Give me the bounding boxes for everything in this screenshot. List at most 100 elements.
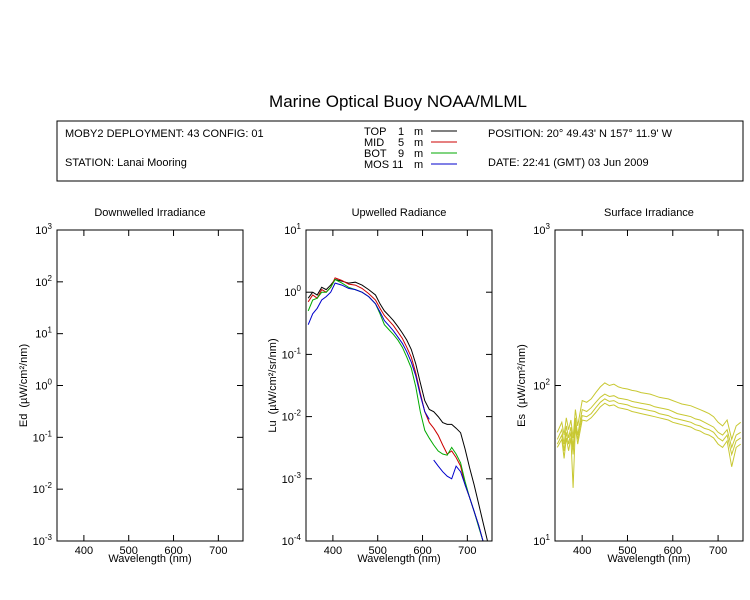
series-line-3 [556,398,741,457]
x-tick-label: 400 [324,545,342,557]
x-tick-label: 700 [209,545,227,557]
y-axis-quantity: Ed [18,414,30,427]
y-tick-base: 10 [282,474,294,486]
panel-title: Surface Irradiance [604,207,694,219]
y-tick-label: 103 [533,222,550,237]
x-tick-label: 700 [458,545,476,557]
y-tick-exp: 2 [48,274,53,283]
y-tick-exp: 1 [297,222,302,231]
y-tick-base: 10 [284,287,296,299]
y-tick-exp: 1 [48,326,53,335]
y-tick-label: 10-3 [282,471,302,486]
y-tick-base: 10 [533,381,545,393]
plot-frame [56,229,244,542]
x-tick-label: 400 [573,545,591,557]
legend-depth: 9 [398,148,404,160]
y-tick-exp: 3 [546,222,551,231]
series-line-mid [307,277,484,541]
legend-depth: 11 [392,159,403,171]
legend-unit: m [414,159,423,171]
y-tick-base: 10 [35,381,47,393]
y-tick-exp: 0 [297,284,302,293]
y-tick-exp: 3 [48,222,53,231]
y-tick-label: 10-2 [282,409,302,424]
y-tick-exp: -2 [294,409,302,418]
info-box: MOBY2 DEPLOYMENT: 43 CONFIG: 01 STATION:… [56,120,744,182]
figure-title: Marine Optical Buoy NOAA/MLML [269,92,527,111]
y-tick-label: 10-2 [33,481,53,496]
plot-frame [554,229,744,542]
plot-frame [305,229,493,542]
position-label: POSITION: 20° 49.43' N 157° 11.9' W [488,128,673,140]
x-tick-label: 500 [618,545,636,557]
y-tick-label: 103 [35,222,52,237]
y-tick-exp: 2 [546,378,551,387]
y-tick-exp: -2 [45,481,53,490]
x-axis-label: Wavelength (nm) [607,553,690,565]
series-line-top [307,278,488,541]
date-label: DATE: 22:41 (GMT) 03 Jun 2009 [488,157,649,169]
y-tick-base: 10 [282,412,294,424]
y-tick-base: 10 [33,536,45,548]
y-tick-base: 10 [284,225,296,237]
y-axis-unit: (µW/cm²/nm) [18,344,30,408]
y-axis-label: Lu (µW/cm²/sr/nm) [267,338,279,432]
series-line-mos [307,282,430,420]
y-tick-base: 10 [35,277,47,289]
y-tick-exp: 1 [546,533,551,542]
deployment-label: MOBY2 DEPLOYMENT: 43 CONFIG: 01 [65,128,264,140]
legend-name: BOT [364,148,387,160]
y-tick-exp: -4 [294,533,302,542]
legend-name: TOP [364,126,386,138]
y-tick-base: 10 [35,329,47,341]
legend-name: MOS [364,159,389,171]
y-tick-base: 10 [33,432,45,444]
y-tick-label: 10-4 [282,533,302,548]
legend-depth: 5 [398,137,404,149]
y-axis-quantity: Es [516,413,528,426]
x-tick-label: 600 [664,545,682,557]
legend-unit: m [414,126,423,138]
x-axis-label: Wavelength (nm) [108,553,191,565]
x-tick-label: 500 [369,545,387,557]
series-group [307,277,488,541]
legend-unit: m [414,137,423,149]
series-line-1 [556,382,742,442]
series-group [556,382,742,488]
y-axis-label: Ed (µW/cm²/nm) [18,344,30,427]
y-tick-label: 101 [533,533,550,548]
y-tick-base: 10 [35,225,47,237]
y-tick-label: 101 [284,222,301,237]
y-tick-label: 101 [35,326,52,341]
legend-name: MID [364,137,384,149]
x-tick-label: 700 [709,545,727,557]
series-line-bot [307,278,484,541]
series-line-mos [433,459,484,541]
y-tick-base: 10 [533,225,545,237]
y-tick-exp: -3 [45,533,53,542]
series-line-4 [556,402,741,488]
y-tick-exp: -1 [294,346,302,355]
station-label: STATION: Lanai Mooring [65,157,187,169]
y-tick-base: 10 [533,536,545,548]
x-tick-label: 400 [75,545,93,557]
series-line-2 [556,393,741,450]
y-axis-unit: (µW/cm²/sr/nm) [267,338,279,414]
panel-title: Upwelled Radiance [352,207,447,219]
y-tick-label: 102 [35,274,52,289]
x-tick-label: 500 [120,545,138,557]
y-tick-label: 10-1 [33,429,53,444]
legend-depth: 1 [398,126,404,138]
y-tick-exp: 0 [48,378,53,387]
y-tick-label: 100 [284,284,301,299]
panel-title: Downwelled Irradiance [94,207,205,219]
x-tick-label: 600 [413,545,431,557]
x-tick-label: 600 [164,545,182,557]
y-axis-quantity: Lu [267,420,279,432]
